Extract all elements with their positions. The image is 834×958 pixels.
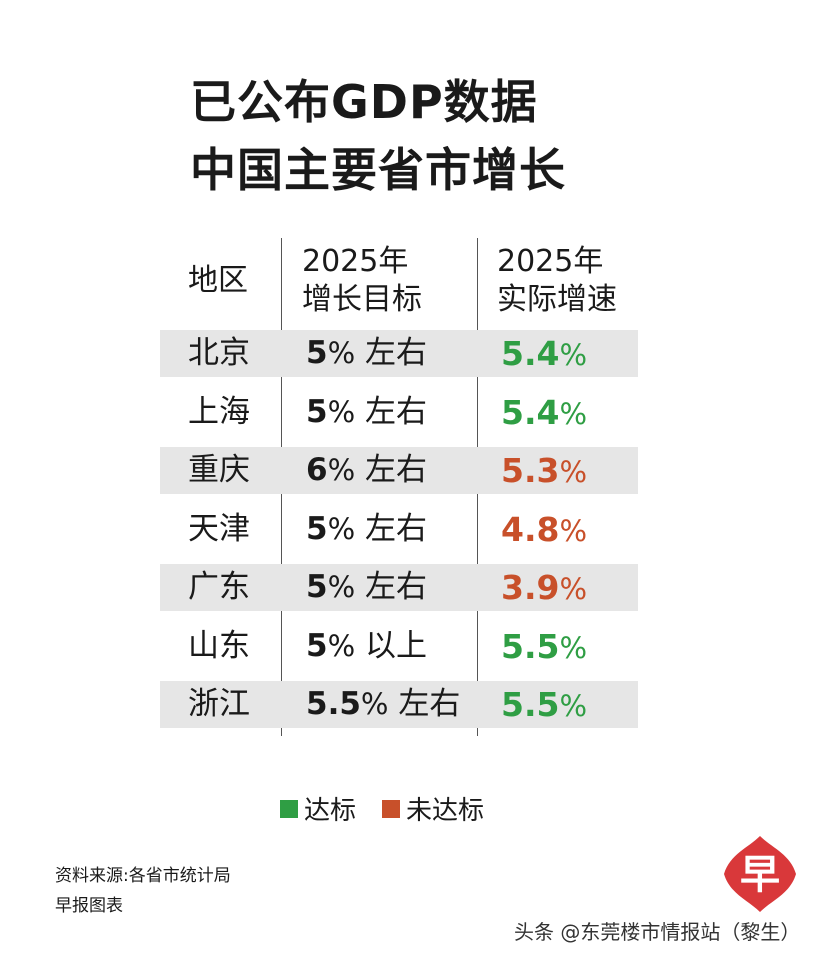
actual-cell: 3.9% xyxy=(501,568,588,607)
region-cell: 广东 xyxy=(188,569,250,605)
region-cell: 天津 xyxy=(188,510,250,547)
zaobao-logo-icon: 早 xyxy=(724,836,796,912)
actual-value: 4.8 xyxy=(501,509,560,549)
logo-glyph: 早 xyxy=(740,852,780,898)
target-suffix: 左右 xyxy=(365,452,427,488)
actual-value: 5.5 xyxy=(501,626,560,666)
legend: 达标 未达标 xyxy=(280,790,510,827)
region-cell: 北京 xyxy=(188,335,250,371)
header-actual-year: 2025年 xyxy=(497,244,604,279)
actual-value: 5.4 xyxy=(501,334,560,373)
header-actual: 2025年 实际增速 xyxy=(497,238,617,324)
actual-value: 5.5 xyxy=(501,685,560,724)
legend-label-met: 达标 xyxy=(304,796,357,826)
actual-cell: 5.4% xyxy=(501,392,588,432)
target-cell: 5% 左右 xyxy=(306,335,427,371)
chart-title-line-2: 中国主要省市增长 xyxy=(190,143,566,197)
target-suffix: 以上 xyxy=(365,627,427,664)
target-suffix: 左右 xyxy=(365,510,427,547)
legend-item-met: 达标 xyxy=(280,790,356,827)
actual-cell: 5.5% xyxy=(501,685,588,724)
source-note: 资料来源:各省市统计局 xyxy=(55,866,231,886)
table-row: 天津 5% 左右 4.8% xyxy=(160,506,638,553)
target-value: 5 xyxy=(306,627,328,664)
actual-cell: 5.4% xyxy=(501,334,588,373)
target-suffix: 左右 xyxy=(365,393,427,430)
target-cell: 5% 以上 xyxy=(306,627,427,664)
target-cell: 5% 左右 xyxy=(306,393,427,430)
chart-title-line-1: 已公布GDP数据 xyxy=(190,75,538,129)
actual-value: 5.4 xyxy=(501,392,560,432)
target-suffix: 左右 xyxy=(365,335,427,371)
target-suffix: 左右 xyxy=(365,569,427,605)
actual-cell: 5.5% xyxy=(501,626,588,666)
watermark: 头条 @东莞楼市情报站（黎生） xyxy=(514,920,801,944)
legend-swatch-not-met xyxy=(382,799,401,818)
target-value: 5 xyxy=(306,335,328,371)
table-row: 北京 5% 左右 5.4% xyxy=(160,330,638,377)
target-value: 6 xyxy=(306,452,328,488)
table-row: 浙江 5.5% 左右 5.5% xyxy=(160,681,638,728)
target-cell: 5.5% 左右 xyxy=(306,686,461,722)
header-target-year: 2025年 xyxy=(302,244,409,279)
table-row: 山东 5% 以上 5.5% xyxy=(160,623,638,670)
header-actual-label: 实际增速 xyxy=(497,282,617,317)
header-region-label: 地区 xyxy=(188,263,248,298)
actual-value: 5.3 xyxy=(501,451,560,490)
legend-label-not-met: 未达标 xyxy=(406,796,485,826)
region-cell: 山东 xyxy=(188,627,250,664)
target-cell: 5% 左右 xyxy=(306,569,427,605)
region-cell: 上海 xyxy=(188,393,250,430)
region-cell: 重庆 xyxy=(188,452,250,488)
target-value: 5 xyxy=(306,510,328,547)
target-suffix: 左右 xyxy=(398,686,461,722)
header-region: 地区 xyxy=(188,238,248,324)
gdp-table: 地区 2025年 增长目标 2025年 实际增速 北京 5% 左右 5.4% 上… xyxy=(160,238,638,736)
table-body: 北京 5% 左右 5.4% 上海 5% 左右 5.4% 重庆 6% 左右 5.3… xyxy=(160,330,638,740)
actual-cell: 5.3% xyxy=(501,451,588,490)
target-value: 5 xyxy=(306,393,328,430)
region-cell: 浙江 xyxy=(188,686,250,722)
actual-cell: 4.8% xyxy=(501,509,588,549)
target-value: 5.5 xyxy=(306,686,361,722)
table-row: 广东 5% 左右 3.9% xyxy=(160,564,638,611)
target-cell: 5% 左右 xyxy=(306,510,427,547)
target-value: 5 xyxy=(306,569,328,605)
chart-credit: 早报图表 xyxy=(55,896,123,916)
table-row: 上海 5% 左右 5.4% xyxy=(160,389,638,436)
target-cell: 6% 左右 xyxy=(306,452,427,488)
legend-item-not-met: 未达标 xyxy=(382,790,484,827)
header-target-label: 增长目标 xyxy=(302,282,422,317)
header-target: 2025年 增长目标 xyxy=(302,238,422,324)
legend-swatch-met xyxy=(280,799,298,818)
actual-value: 3.9 xyxy=(501,568,560,607)
table-row: 重庆 6% 左右 5.3% xyxy=(160,447,638,494)
